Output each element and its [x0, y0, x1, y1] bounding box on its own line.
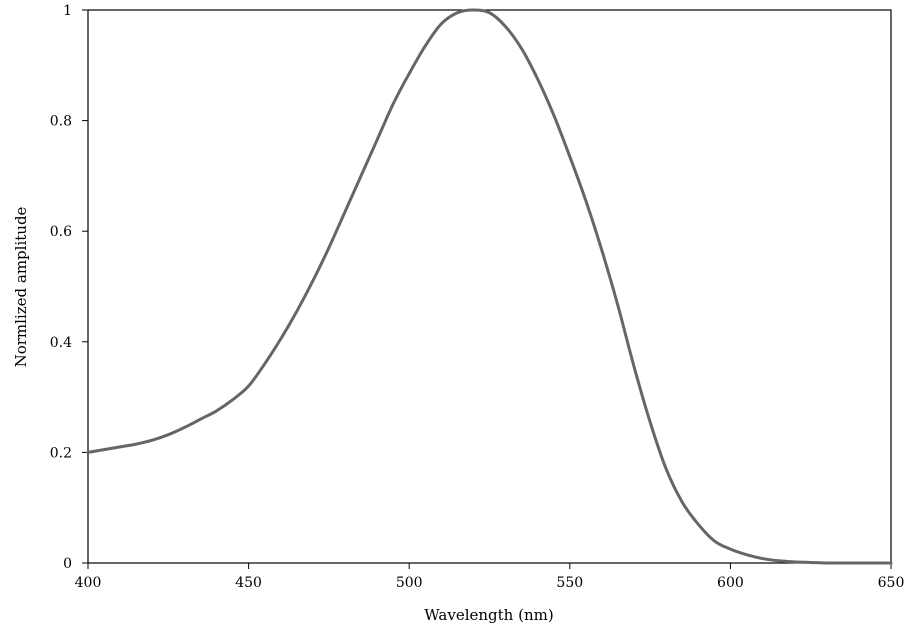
y-tick-label: 0.8 — [50, 114, 72, 130]
y-tick-label: 0 — [63, 556, 72, 572]
plot-frame — [87, 9, 892, 564]
y-tick-label: 0.2 — [50, 445, 72, 461]
x-tick-label: 600 — [717, 575, 744, 591]
x-tick-label: 550 — [556, 575, 583, 591]
y-tick-label: 1 — [63, 3, 72, 19]
x-tick-label: 400 — [75, 575, 102, 591]
y-axis-title: Normlized amplitude — [12, 206, 30, 367]
x-axis-title: Wavelength (nm) — [424, 606, 553, 624]
y-tick-label: 0.4 — [50, 335, 72, 351]
y-axis-ticks: 0 0.2 0.4 0.6 0.8 1 — [50, 3, 88, 572]
y-tick-label: 0.6 — [50, 224, 72, 240]
x-tick-label: 650 — [878, 575, 905, 591]
x-tick-label: 450 — [235, 575, 262, 591]
series-layer — [86, 8, 893, 565]
x-axis-ticks: 400 450 500 550 600 650 — [75, 563, 905, 591]
x-tick-label: 500 — [396, 575, 423, 591]
series-line — [86, 8, 893, 565]
